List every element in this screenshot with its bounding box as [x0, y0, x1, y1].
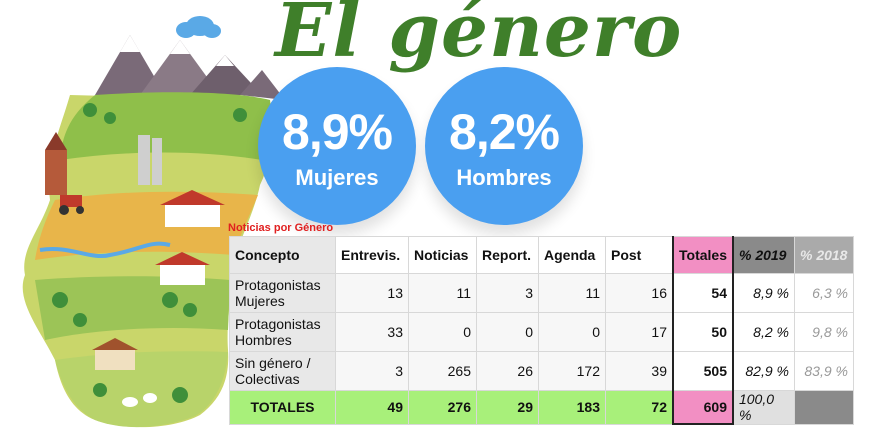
row-concept: Protagonistas Mujeres [229, 273, 336, 313]
hombres-percentage-circle: 8,2% Hombres [425, 67, 583, 225]
sheep-icon [122, 393, 157, 407]
region-map-illustration [22, 16, 285, 428]
cell-pct-2019: 8,9 % [732, 273, 795, 313]
cloud-icon [176, 16, 221, 38]
cell-entrevis: 33 [335, 312, 409, 352]
river-icon [39, 241, 171, 258]
table-header-row: Concepto Entrevis. Noticias Report. Agen… [229, 236, 854, 274]
header-pct-2018: % 2018 [793, 236, 854, 274]
mujeres-percentage-circle: 8,9% Mujeres [258, 67, 416, 225]
header-concepto: Concepto [229, 236, 336, 274]
cell-totales: 54 [672, 273, 734, 313]
cell-agenda: 0 [538, 312, 606, 352]
row-concept: Protagonistas Hombres [229, 312, 336, 352]
header-totales: Totales [672, 236, 734, 274]
cell-post: 39 [605, 351, 674, 391]
total-agenda: 183 [538, 390, 606, 425]
cell-pct-2018: 83,9 % [793, 351, 854, 391]
mujeres-label: Mujeres [295, 165, 379, 190]
tractor-icon [59, 195, 84, 215]
cell-agenda: 11 [538, 273, 606, 313]
header-report: Report. [476, 236, 539, 274]
total-noticias: 276 [408, 390, 477, 425]
cell-noticias: 0 [408, 312, 477, 352]
cell-report: 3 [476, 273, 539, 313]
cell-entrevis: 3 [335, 351, 409, 391]
silo-icon [138, 135, 162, 185]
mountains-icon [95, 35, 285, 100]
cell-noticias: 265 [408, 351, 477, 391]
total-totales: 609 [672, 390, 734, 425]
page-title: El género [275, 0, 683, 74]
cell-pct-2019: 82,9 % [732, 351, 795, 391]
table-subtitle: Noticias por Género [228, 222, 334, 234]
church-icon [45, 132, 67, 195]
cell-entrevis: 13 [335, 273, 409, 313]
cell-post: 16 [605, 273, 674, 313]
total-pct-2019: 100,0 % [732, 390, 795, 425]
header-post: Post [605, 236, 674, 274]
cell-report: 26 [476, 351, 539, 391]
hombres-percentage: 8,2% [449, 104, 560, 160]
cell-totales: 50 [672, 312, 734, 352]
header-pct-2019: % 2019 [732, 236, 795, 274]
totals-label: TOTALES [229, 390, 336, 425]
table-row: Protagonistas Hombres 33 0 0 0 17 50 8,2… [229, 312, 854, 352]
row-concept: Sin género / Colectivas [229, 351, 336, 391]
header-noticias: Noticias [408, 236, 477, 274]
totals-row: TOTALES 49 276 29 183 72 609 100,0 % [229, 390, 854, 425]
total-report: 29 [476, 390, 539, 425]
header-agenda: Agenda [538, 236, 606, 274]
cell-pct-2019: 8,2 % [732, 312, 795, 352]
hombres-label: Hombres [456, 165, 552, 190]
total-post: 72 [605, 390, 674, 425]
mujeres-percentage: 8,9% [282, 104, 393, 160]
cell-pct-2018: 9,8 % [793, 312, 854, 352]
cell-report: 0 [476, 312, 539, 352]
cell-totales: 505 [672, 351, 734, 391]
total-pct-2018 [793, 390, 854, 425]
cell-pct-2018: 6,3 % [793, 273, 854, 313]
farmhouse-icon [92, 190, 225, 370]
cell-noticias: 11 [408, 273, 477, 313]
land-shape [22, 95, 273, 428]
cell-post: 17 [605, 312, 674, 352]
table-row: Protagonistas Mujeres 13 11 3 11 16 54 8… [229, 273, 854, 313]
header-entrevis: Entrevis. [335, 236, 409, 274]
table-row: Sin género / Colectivas 3 265 26 172 39 … [229, 351, 854, 391]
cell-agenda: 172 [538, 351, 606, 391]
total-entrevis: 49 [335, 390, 409, 425]
trees-icon [52, 103, 247, 403]
gender-news-table: Concepto Entrevis. Noticias Report. Agen… [229, 236, 854, 425]
